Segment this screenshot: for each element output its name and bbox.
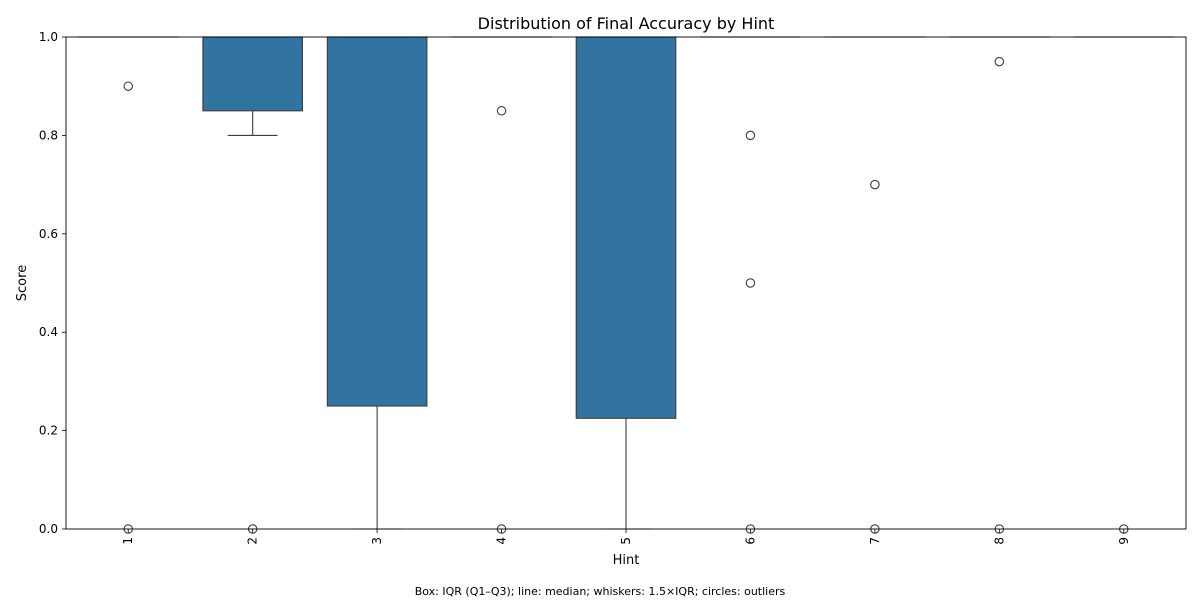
box-hint-2	[203, 37, 303, 111]
y-tick-label: 0.8	[39, 128, 58, 142]
x-tick-label-5: 5	[619, 537, 633, 545]
y-tick-label: 0.6	[39, 227, 58, 241]
plot-area: 0.0 0.2 0.4 0.6 0.8 1.0 1 2 3 4 5 6 7 8 9	[39, 30, 1186, 545]
x-tick-label-6: 6	[743, 537, 757, 545]
x-tick-label-7: 7	[868, 537, 882, 545]
x-tick-label-2: 2	[246, 537, 260, 545]
y-tick-label: 0.2	[39, 424, 58, 438]
chart-caption: Box: IQR (Q1–Q3); line: median; whiskers…	[415, 585, 786, 598]
outlier-hint-1-0	[124, 82, 132, 90]
x-tick-label-3: 3	[370, 537, 384, 545]
outlier-hint-6-1	[746, 279, 754, 287]
y-tick-label: 0.0	[39, 522, 58, 536]
chart-title: Distribution of Final Accuracy by Hint	[478, 14, 775, 33]
outlier-hint-7-0	[871, 180, 879, 188]
x-tick-label-1: 1	[121, 537, 135, 545]
y-tick-label: 0.4	[39, 325, 58, 339]
outlier-hint-4-0	[497, 107, 505, 115]
box-hint-3	[327, 37, 427, 406]
y-tick-label: 1.0	[39, 30, 58, 44]
x-tick-label-4: 4	[495, 537, 509, 545]
outlier-hint-6-0	[746, 131, 754, 139]
x-tick-label-8: 8	[992, 537, 1006, 545]
x-tick-label-9: 9	[1117, 537, 1131, 545]
y-axis-label: Score	[15, 265, 30, 301]
outlier-hint-8-0	[995, 57, 1003, 65]
box-hint-5	[576, 37, 676, 418]
x-axis-label: Hint	[613, 553, 640, 568]
